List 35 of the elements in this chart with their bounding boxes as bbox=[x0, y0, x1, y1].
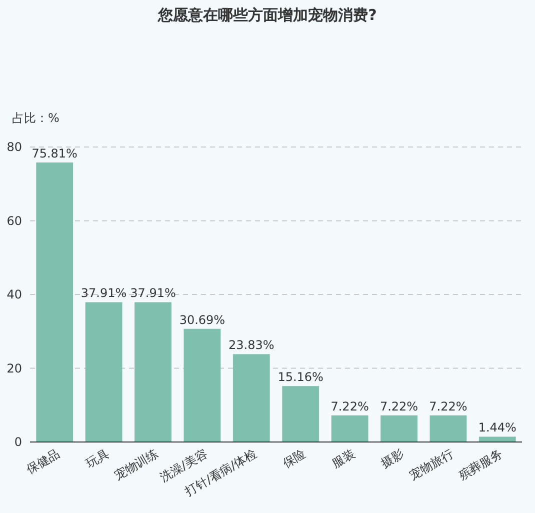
bar bbox=[85, 302, 122, 442]
data-label: 30.69% bbox=[179, 312, 226, 327]
bar bbox=[184, 328, 221, 442]
x-tick-label: 殡葬服务 bbox=[456, 446, 505, 483]
x-tick-label: 服装 bbox=[330, 446, 358, 471]
data-label: 23.83% bbox=[228, 338, 274, 352]
bar bbox=[430, 415, 467, 442]
bar bbox=[134, 302, 172, 442]
data-label: 37.91% bbox=[80, 286, 127, 300]
y-tick-label: 20 bbox=[6, 361, 22, 376]
y-tick-label: 80 bbox=[6, 140, 22, 154]
x-tick-label: 玩具 bbox=[84, 446, 112, 471]
x-tick-label: 保健品 bbox=[24, 446, 62, 477]
chart-title: 您愿意在哪些方面增加宠物消费? bbox=[157, 6, 377, 24]
y-axis-title: 占比：% bbox=[12, 111, 60, 125]
bar bbox=[331, 415, 368, 442]
data-label: 37.91% bbox=[130, 286, 176, 300]
data-label: 7.22% bbox=[380, 399, 418, 414]
data-label: 75.81% bbox=[32, 146, 78, 160]
x-tick-label: 宠物训练 bbox=[112, 446, 160, 483]
bar bbox=[232, 354, 270, 442]
x-tick-label: 宠物旅行 bbox=[407, 446, 456, 483]
y-tick-label: 40 bbox=[6, 288, 22, 302]
data-label: 1.44% bbox=[478, 420, 516, 435]
bar bbox=[380, 415, 418, 442]
x-tick-label: 摄影 bbox=[378, 446, 406, 471]
bar bbox=[36, 162, 74, 442]
data-label: 7.22% bbox=[330, 399, 369, 414]
y-tick-label: 0 bbox=[14, 435, 22, 449]
x-tick-label: 保险 bbox=[280, 446, 308, 471]
data-label: 7.22% bbox=[429, 399, 468, 414]
y-tick-label: 60 bbox=[6, 214, 22, 228]
data-label: 15.16% bbox=[278, 370, 324, 384]
bar bbox=[478, 436, 516, 442]
bar bbox=[282, 386, 320, 442]
